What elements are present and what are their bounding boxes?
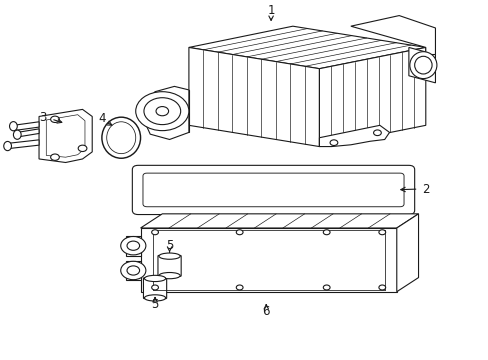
Text: 5: 5	[151, 298, 159, 311]
Polygon shape	[140, 228, 396, 292]
Polygon shape	[126, 261, 140, 280]
Polygon shape	[140, 214, 418, 228]
Circle shape	[236, 285, 243, 290]
Polygon shape	[17, 129, 39, 137]
Ellipse shape	[144, 275, 165, 282]
Circle shape	[121, 261, 145, 280]
FancyBboxPatch shape	[158, 256, 181, 276]
Circle shape	[143, 98, 180, 125]
Polygon shape	[188, 26, 425, 69]
Circle shape	[323, 230, 329, 235]
Polygon shape	[350, 15, 435, 54]
Polygon shape	[408, 48, 435, 83]
Text: 6: 6	[262, 305, 269, 318]
Ellipse shape	[414, 56, 431, 74]
Circle shape	[151, 285, 158, 290]
Polygon shape	[8, 140, 39, 149]
Polygon shape	[319, 48, 425, 147]
FancyBboxPatch shape	[132, 165, 414, 215]
Text: 1: 1	[267, 4, 274, 18]
FancyBboxPatch shape	[142, 173, 403, 207]
Circle shape	[127, 266, 139, 275]
Circle shape	[51, 154, 59, 160]
Ellipse shape	[4, 141, 11, 150]
Ellipse shape	[159, 273, 180, 279]
Circle shape	[156, 107, 168, 116]
Circle shape	[329, 140, 337, 145]
Polygon shape	[39, 109, 92, 162]
Polygon shape	[13, 122, 39, 131]
Ellipse shape	[144, 295, 165, 301]
Polygon shape	[319, 125, 389, 147]
Circle shape	[236, 230, 243, 235]
Polygon shape	[188, 48, 319, 147]
FancyBboxPatch shape	[143, 278, 166, 299]
Circle shape	[378, 230, 385, 235]
Circle shape	[151, 230, 158, 235]
Circle shape	[378, 285, 385, 290]
Polygon shape	[126, 236, 140, 256]
Circle shape	[323, 285, 329, 290]
Ellipse shape	[13, 130, 21, 139]
Text: 3: 3	[39, 111, 46, 124]
Circle shape	[78, 145, 87, 152]
Ellipse shape	[106, 122, 136, 154]
Polygon shape	[46, 115, 85, 157]
Ellipse shape	[159, 253, 180, 259]
Ellipse shape	[409, 52, 436, 78]
Polygon shape	[396, 214, 418, 292]
Ellipse shape	[102, 117, 140, 158]
Polygon shape	[145, 86, 188, 139]
Circle shape	[127, 241, 139, 250]
Circle shape	[373, 130, 381, 136]
Text: 5: 5	[165, 239, 173, 252]
Text: 4: 4	[98, 112, 105, 125]
Circle shape	[121, 237, 145, 255]
Ellipse shape	[10, 122, 17, 131]
Text: 2: 2	[421, 183, 428, 195]
Circle shape	[136, 92, 188, 131]
Circle shape	[51, 116, 59, 122]
